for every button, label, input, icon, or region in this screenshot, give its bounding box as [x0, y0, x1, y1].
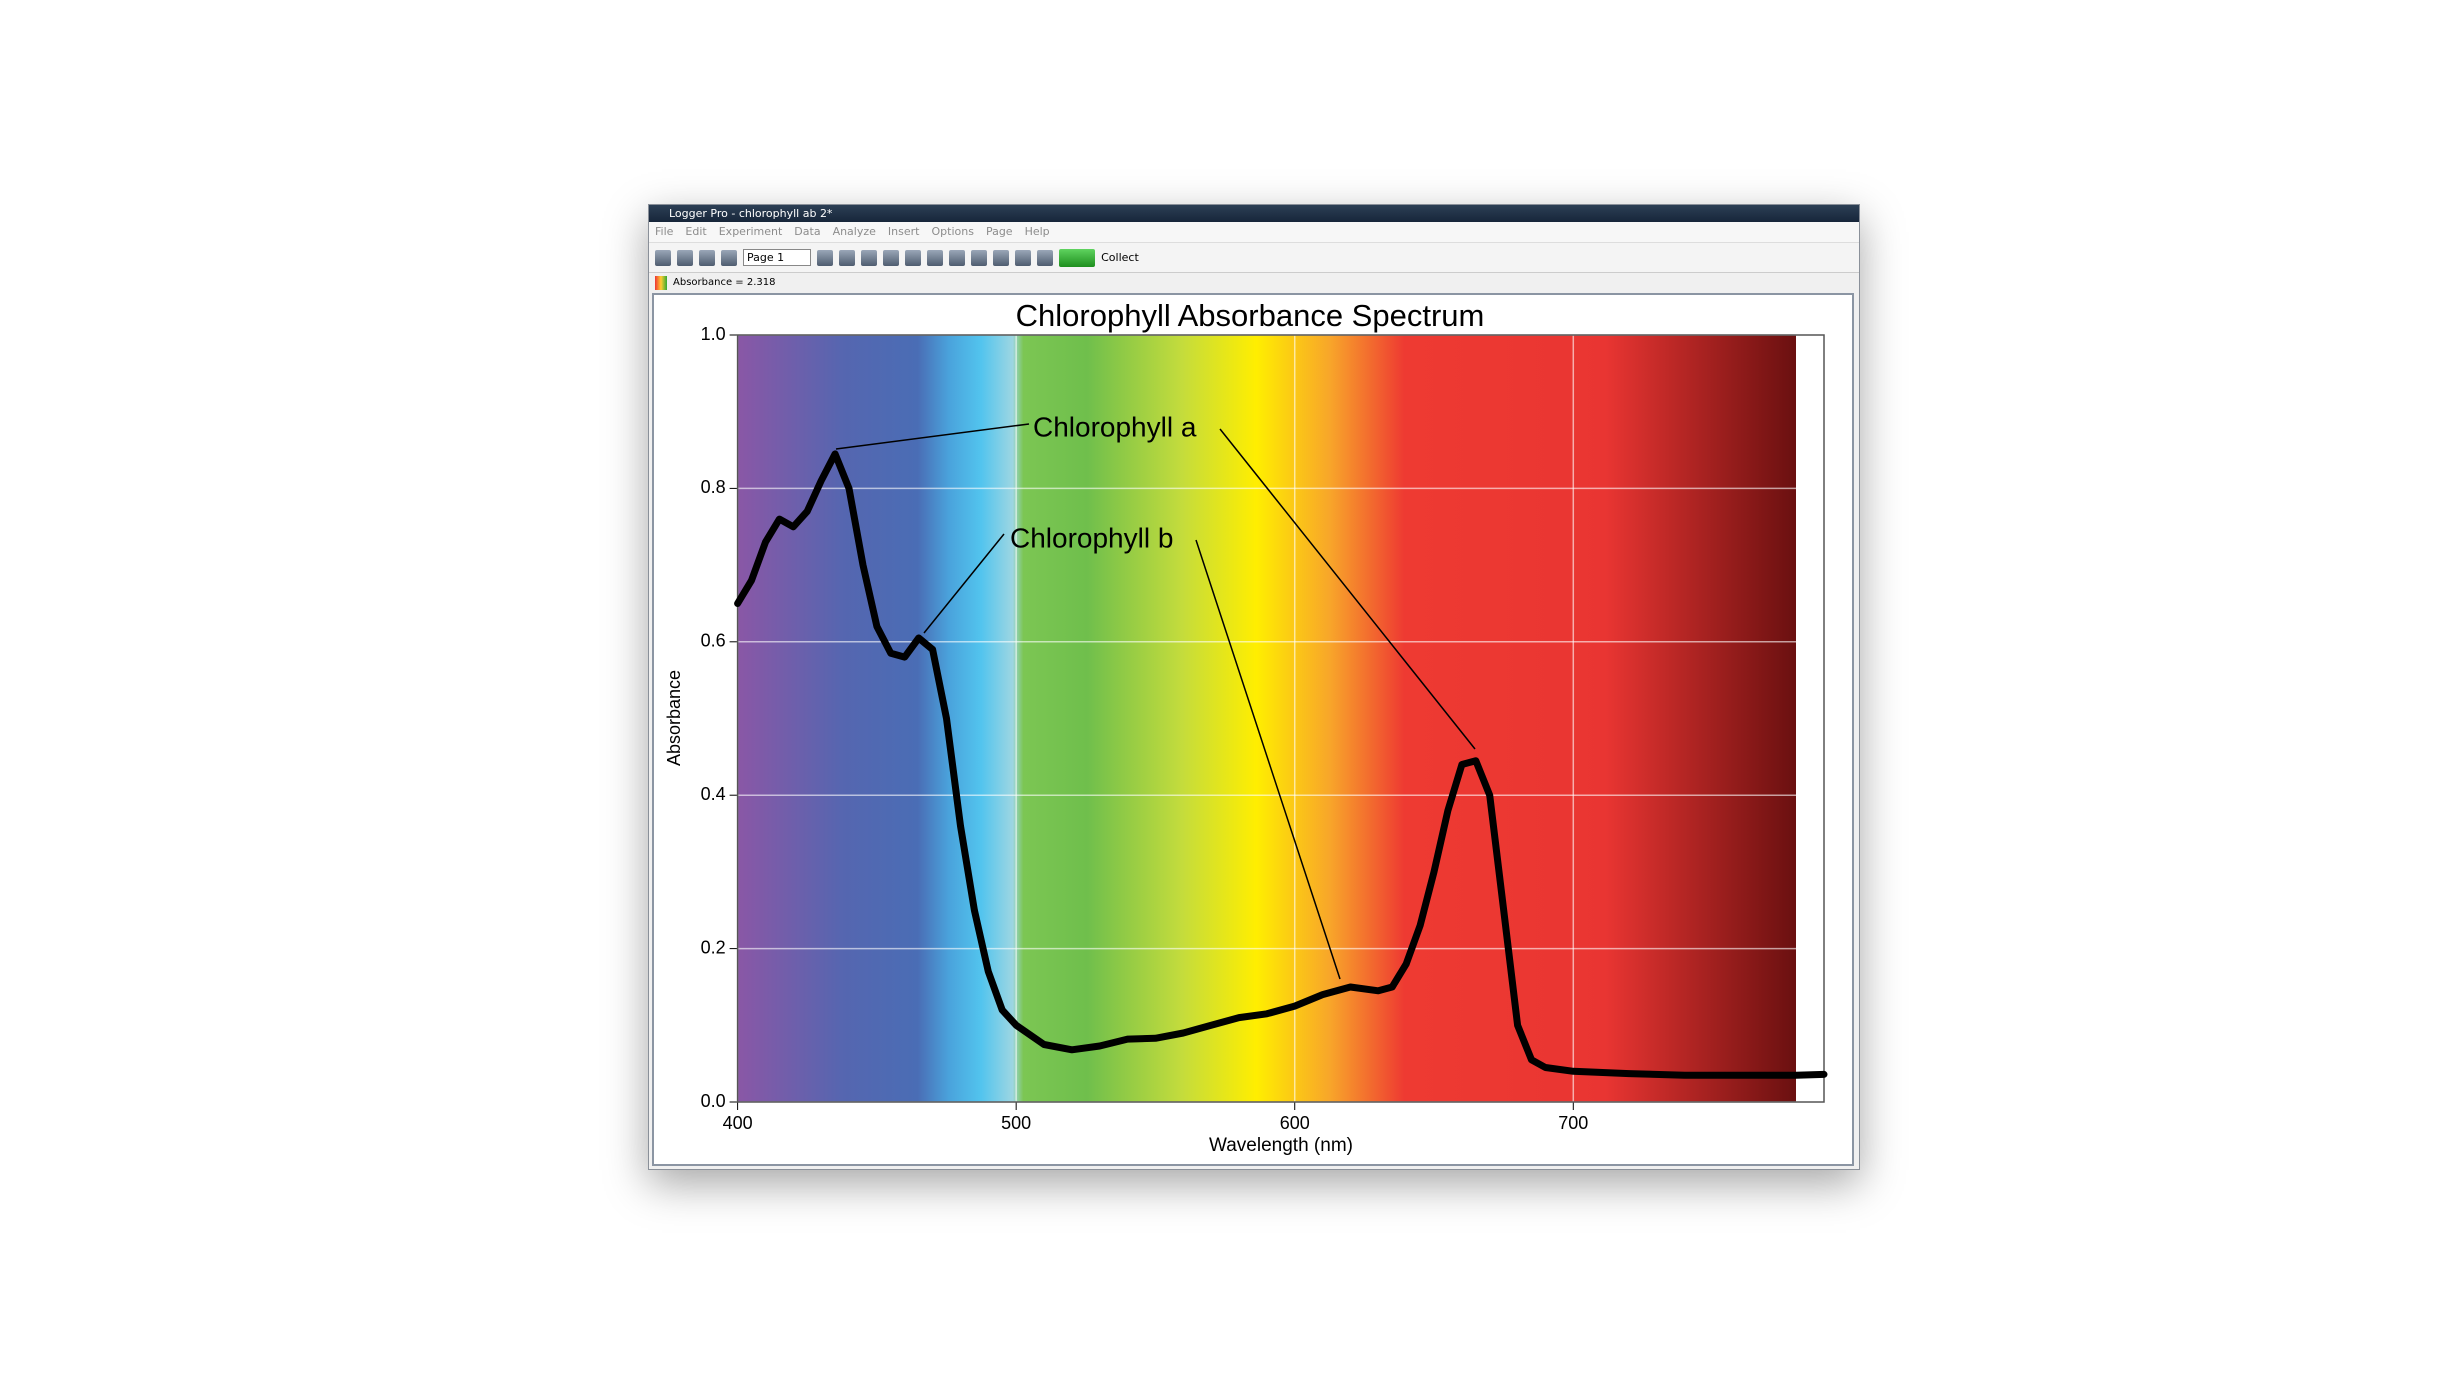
- data-line: [734, 450, 1828, 1079]
- y-tick-label: 0.0: [701, 1091, 726, 1111]
- menu-item[interactable]: Insert: [887, 225, 920, 238]
- menu-item[interactable]: Experiment: [718, 225, 783, 238]
- menu-item[interactable]: Page: [985, 225, 1013, 238]
- menu-item[interactable]: Analyze: [832, 225, 876, 238]
- y-tick-label: 0.6: [701, 631, 726, 651]
- annotation: Chlorophyll a: [1033, 411, 1197, 442]
- tool-button[interactable]: [839, 249, 856, 266]
- annotation-line: [1195, 539, 1341, 980]
- tool-button[interactable]: [927, 249, 944, 266]
- annotation: Chlorophyll b: [1010, 522, 1173, 553]
- chart-title: Chlorophyll Absorbance Spectrum: [1016, 298, 1485, 333]
- print-button[interactable]: [721, 249, 737, 266]
- annotation-line: [835, 423, 1030, 450]
- y-tick-label: 0.2: [701, 937, 726, 957]
- page-select[interactable]: Page 1: [743, 249, 812, 266]
- x-tick-label: 500: [1001, 1113, 1031, 1133]
- y-tick-label: 0.8: [701, 477, 726, 497]
- tool-button[interactable]: [971, 249, 988, 266]
- annotation-line: [923, 533, 1005, 634]
- collect-button[interactable]: Collect: [1059, 248, 1139, 267]
- menu-bar: File Edit Experiment Data Analyze Insert Optio…: [649, 222, 1859, 242]
- menu-item[interactable]: File: [655, 225, 674, 238]
- tool-button[interactable]: [993, 249, 1010, 266]
- tool-button[interactable]: [883, 249, 900, 266]
- title-bar: Logger Pro - chlorophyll ab 2*: [649, 205, 1859, 222]
- tool-button[interactable]: [861, 249, 878, 266]
- plot-border: [736, 334, 1825, 1103]
- window-title: Logger Pro - chlorophyll ab 2*: [669, 207, 833, 220]
- status-text: Absorbance = 2.318: [673, 277, 776, 288]
- collect-label: Collect: [1101, 251, 1139, 264]
- save-button[interactable]: [699, 249, 715, 266]
- new-button[interactable]: [655, 249, 671, 266]
- x-tick-label: 700: [1558, 1113, 1588, 1133]
- menu-item[interactable]: Edit: [685, 225, 707, 238]
- x-axis-label: Wavelength (nm): [1209, 1135, 1353, 1156]
- y-tick-label: 1.0: [701, 324, 726, 344]
- tool-button[interactable]: [905, 249, 922, 266]
- open-button[interactable]: [677, 249, 693, 266]
- status-line: Absorbance = 2.318: [649, 273, 1859, 293]
- x-tick-label: 600: [1280, 1113, 1310, 1133]
- tool-button[interactable]: [1037, 249, 1054, 266]
- x-tick-label: 400: [723, 1113, 753, 1133]
- menu-item[interactable]: Options: [931, 225, 974, 238]
- y-tick-label: 0.4: [701, 784, 726, 804]
- annotation-line: [1219, 428, 1476, 750]
- y-axis-label: Absorbance: [664, 670, 684, 766]
- spectrum-background: [737, 335, 1796, 1102]
- tool-button[interactable]: [1015, 249, 1032, 266]
- menu-item[interactable]: Data: [794, 225, 821, 238]
- tool-button[interactable]: [817, 249, 834, 266]
- collect-icon: [1059, 248, 1096, 267]
- toolbar: Page 1 Collect: [649, 242, 1859, 273]
- tool-button[interactable]: [949, 249, 966, 266]
- menu-item[interactable]: Help: [1024, 225, 1050, 238]
